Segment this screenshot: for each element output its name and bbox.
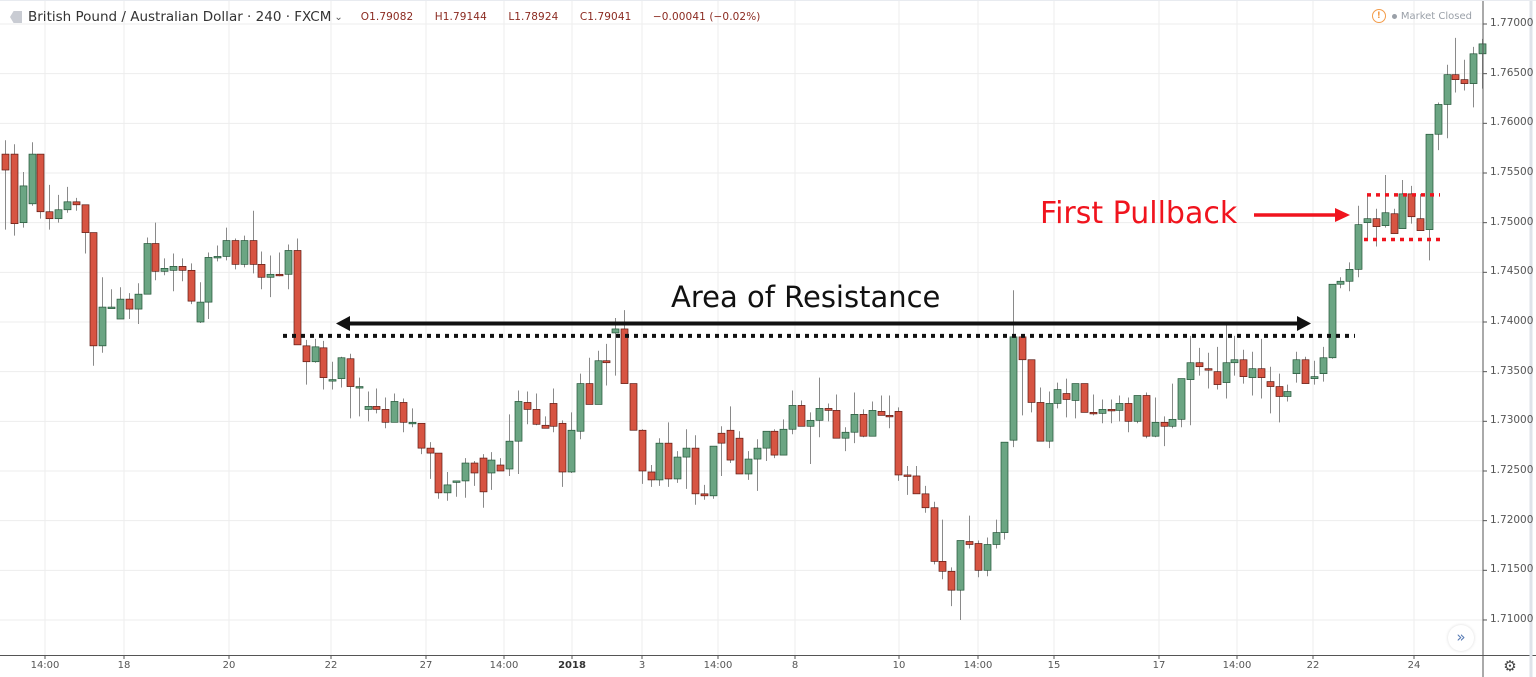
- open-value: 1.79082: [369, 11, 414, 23]
- close-label: C: [579, 11, 588, 23]
- status-dot-icon: [1391, 13, 1397, 19]
- time-tick-label: 14:00: [703, 660, 733, 671]
- symbol-title[interactable]: British Pound / Australian Dollar · 240 …: [28, 9, 332, 25]
- time-tick-label: 8: [791, 660, 799, 671]
- chevron-down-icon[interactable]: ⌄: [334, 11, 343, 23]
- time-tick-label: 3: [638, 660, 646, 671]
- time-tick-label: 27: [419, 660, 433, 671]
- change-value: −0.00041 (−0.02%): [652, 11, 761, 23]
- price-tick-label: 1.71500: [1490, 563, 1534, 576]
- time-tick-label: 10: [892, 660, 906, 671]
- time-tick-label: 17: [1152, 660, 1166, 671]
- resistance-annotation-label[interactable]: Area of Resistance: [671, 280, 941, 314]
- price-tick-label: 1.76500: [1490, 66, 1534, 79]
- price-tick-label: 1.74500: [1490, 265, 1534, 278]
- time-tick-label: 2018: [558, 660, 586, 671]
- price-tick-label: 1.73000: [1490, 414, 1534, 427]
- time-tick-label: 22: [1306, 660, 1320, 671]
- chart-settings-button[interactable]: ⚙: [1500, 657, 1520, 675]
- time-tick-label: 24: [1407, 660, 1421, 671]
- market-status[interactable]: ! Market Closed: [1371, 9, 1472, 23]
- time-tick-label: 14:00: [1222, 660, 1252, 671]
- open-label: O: [360, 11, 370, 23]
- annotation-lines: [283, 193, 1444, 338]
- exclamation-circle-icon[interactable]: !: [1371, 9, 1386, 23]
- price-tick-label: 1.72000: [1490, 513, 1534, 526]
- scroll-to-realtime-button[interactable]: »: [1448, 625, 1474, 651]
- price-tick-label: 1.75500: [1490, 165, 1534, 178]
- time-tick-label: 14:00: [963, 660, 993, 671]
- time-tick-label: 15: [1047, 660, 1061, 671]
- pullback-annotation-label[interactable]: First Pullback: [1040, 196, 1238, 231]
- ohlc-values: O1.79082 H1.79144 L1.78924 C1.79041 −0.0…: [361, 11, 770, 23]
- chart-header: British Pound / Australian Dollar · 240 …: [0, 0, 769, 34]
- time-tick-label: 18: [117, 660, 131, 671]
- price-tick-label: 1.75000: [1490, 215, 1534, 228]
- candles: [1, 37, 1487, 620]
- time-tick-label: 14:00: [30, 660, 60, 671]
- price-tick-label: 1.76000: [1490, 116, 1534, 129]
- grid-lines: [0, 0, 1487, 659]
- symbol-flag-icon: [10, 11, 22, 23]
- close-value: 1.79041: [587, 11, 632, 23]
- time-tick-label: 22: [324, 660, 338, 671]
- price-tick-label: 1.72500: [1490, 463, 1534, 476]
- market-status-text: Market Closed: [1400, 10, 1472, 22]
- low-label: L: [508, 11, 515, 23]
- price-tick-label: 1.71000: [1490, 612, 1534, 625]
- price-tick-label: 1.74000: [1490, 314, 1534, 327]
- high-label: H: [434, 11, 443, 23]
- low-value: 1.78924: [514, 11, 559, 23]
- price-tick-label: 1.77000: [1490, 17, 1534, 29]
- double-chevron-right-icon: »: [1456, 628, 1466, 646]
- gear-icon: ⚙: [1503, 657, 1517, 675]
- time-tick-label: 14:00: [489, 660, 519, 671]
- high-value: 1.79144: [442, 11, 487, 23]
- time-tick-label: 20: [222, 660, 236, 671]
- price-tick-label: 1.73500: [1490, 364, 1534, 377]
